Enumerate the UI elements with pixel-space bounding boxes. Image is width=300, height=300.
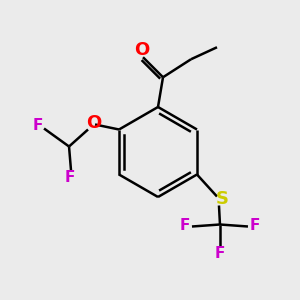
- Text: F: F: [33, 118, 43, 133]
- Text: F: F: [215, 246, 225, 261]
- Text: O: O: [134, 41, 150, 59]
- Text: F: F: [180, 218, 190, 233]
- Text: F: F: [65, 170, 75, 185]
- Text: F: F: [250, 218, 260, 233]
- Text: S: S: [215, 190, 229, 208]
- Text: O: O: [86, 115, 102, 133]
